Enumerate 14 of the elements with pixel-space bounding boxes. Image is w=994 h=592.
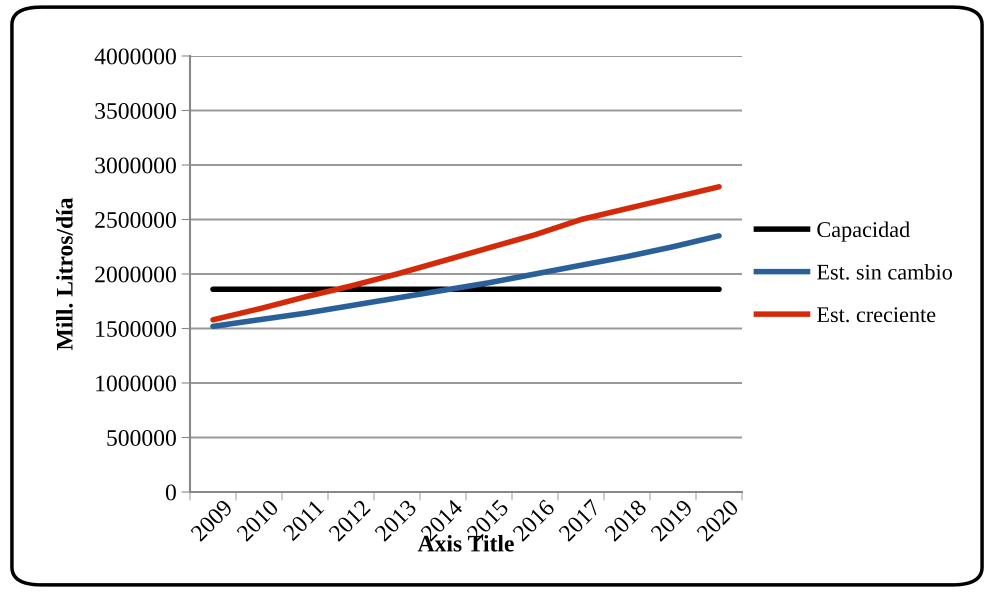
- y-tick-label: 0: [166, 484, 176, 500]
- y-tick-label: 4000000: [94, 48, 176, 64]
- y-tick-label: 2000000: [95, 266, 176, 282]
- y-tick-label: 500000: [107, 430, 176, 446]
- legend-label: Est. creciente: [817, 307, 936, 322]
- legend-label: Est. sin cambio: [817, 264, 952, 280]
- y-tick-label: 2500000: [95, 212, 176, 228]
- legend-label: Capacidad: [817, 221, 910, 242]
- x-tick-label: 2011: [282, 499, 325, 542]
- y-tick-label: 1000000: [96, 375, 176, 392]
- y-tick-label: 1500000: [96, 320, 176, 337]
- y-tick-label: 3000000: [95, 157, 176, 174]
- y-axis-title: Mill. Litros/día: [56, 198, 73, 350]
- y-tick-label: 3500000: [95, 102, 176, 119]
